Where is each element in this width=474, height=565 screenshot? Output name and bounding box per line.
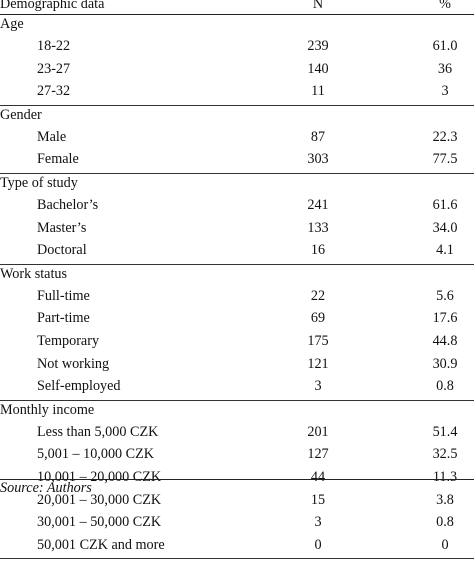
section-title: Work status bbox=[0, 265, 474, 287]
table-row: Doctoral 16 4.1 bbox=[0, 241, 474, 264]
row-label: Temporary bbox=[37, 332, 100, 349]
table-body: Age 18-22 239 61.0 23-27 140 36 27-32 11 3 Gender M… bbox=[0, 15, 474, 560]
section-title-label: Gender bbox=[0, 106, 42, 123]
row-label: Male bbox=[37, 128, 67, 145]
row-label: 23-27 bbox=[37, 60, 71, 77]
table-row: 27-32 11 3 bbox=[0, 82, 474, 105]
row-n: 87 bbox=[310, 128, 326, 145]
table-row: Not working 121 30.9 bbox=[0, 355, 474, 378]
table-section: Gender Male 87 22.3 Female 303 77.5 bbox=[0, 106, 474, 174]
row-percent: 4.1 bbox=[436, 242, 454, 259]
row-label: Master’s bbox=[37, 219, 87, 236]
source-note: Source: Authors bbox=[0, 479, 474, 496]
row-percent: 51.4 bbox=[432, 423, 458, 440]
row-percent: 34.0 bbox=[432, 219, 458, 236]
row-n: 44 bbox=[310, 468, 326, 485]
row-label: Female bbox=[37, 151, 79, 168]
row-percent: 32.5 bbox=[432, 446, 458, 463]
row-n: 175 bbox=[307, 332, 329, 349]
row-percent: 77.5 bbox=[432, 151, 458, 168]
table-row: 30,001 – 50,000 CZK 3 0.8 bbox=[0, 513, 474, 536]
row-label: Not working bbox=[37, 355, 110, 372]
row-percent: 22.3 bbox=[432, 128, 458, 145]
row-n: 121 bbox=[307, 355, 329, 372]
row-n: 127 bbox=[307, 446, 329, 463]
section-title: Monthly income bbox=[0, 401, 474, 423]
row-label: Doctoral bbox=[37, 242, 87, 259]
row-n: 140 bbox=[307, 60, 329, 77]
row-n: 0 bbox=[314, 536, 322, 553]
row-label: 30,001 – 50,000 CZK bbox=[37, 514, 162, 531]
table-row: 23-27 140 36 bbox=[0, 60, 474, 83]
row-n: 22 bbox=[310, 287, 326, 304]
section-title: Gender bbox=[0, 106, 474, 128]
table-row: Temporary 175 44.8 bbox=[0, 332, 474, 355]
row-n: 11 bbox=[311, 83, 325, 100]
table-row: Male 87 22.3 bbox=[0, 128, 474, 151]
row-percent: 61.6 bbox=[432, 196, 458, 213]
row-label: 50,001 CZK and more bbox=[37, 536, 165, 553]
table-row: Female 303 77.5 bbox=[0, 150, 474, 173]
table-row: 10,001 – 20,000 CZK 44 11.3 bbox=[0, 468, 474, 491]
table-section: Age 18-22 239 61.0 23-27 140 36 27-32 11 3 bbox=[0, 15, 474, 106]
row-n: 133 bbox=[307, 219, 329, 236]
row-percent: 61.0 bbox=[432, 38, 458, 54]
section-title: Type of study bbox=[0, 174, 474, 196]
row-percent: 0.8 bbox=[436, 514, 454, 531]
row-label: Bachelor’s bbox=[37, 196, 99, 213]
row-n: 3 bbox=[314, 514, 322, 531]
table-header: Demographic data N % bbox=[0, 0, 474, 15]
row-n: 201 bbox=[307, 423, 329, 440]
row-label: 18-22 bbox=[37, 38, 71, 54]
table-row: Master’s 133 34.0 bbox=[0, 219, 474, 242]
row-percent: 11.3 bbox=[432, 468, 458, 485]
row-percent: 3 bbox=[441, 83, 449, 100]
table-row: 18-22 239 61.0 bbox=[0, 37, 474, 60]
table-section: Type of study Bachelor’s 241 61.6 Master’s 13… bbox=[0, 174, 474, 265]
row-n: 69 bbox=[310, 310, 326, 327]
row-n: 239 bbox=[307, 38, 329, 54]
section-title-label: Type of study bbox=[0, 174, 78, 191]
table-row: Full-time 22 5.6 bbox=[0, 287, 474, 310]
table-row: 50,001 CZK and more 0 0 bbox=[0, 536, 474, 559]
row-percent: 5.6 bbox=[436, 287, 454, 304]
row-label: Part-time bbox=[37, 310, 90, 327]
row-label: Self-employed bbox=[37, 378, 121, 395]
row-n: 16 bbox=[310, 242, 326, 259]
section-title: Age bbox=[0, 15, 474, 37]
table-section: Work status Full-time 22 5.6 Part-time 69 17.6… bbox=[0, 265, 474, 401]
header-n: N bbox=[312, 0, 324, 12]
table-row: Part-time 69 17.6 bbox=[0, 309, 474, 332]
row-label: Full-time bbox=[37, 287, 90, 304]
section-title-label: Work status bbox=[0, 265, 68, 282]
row-label: Less than 5,000 CZK bbox=[37, 423, 159, 440]
row-percent: 17.6 bbox=[432, 310, 458, 327]
table-row: 5,001 – 10,000 CZK 127 32.5 bbox=[0, 445, 474, 468]
row-percent: 0.8 bbox=[436, 378, 454, 395]
row-percent: 36 bbox=[437, 60, 453, 77]
row-percent: 44.8 bbox=[432, 332, 458, 349]
section-title-label: Monthly income bbox=[0, 401, 95, 418]
table-row: Self-employed 3 0.8 bbox=[0, 377, 474, 400]
header-label: Demographic data bbox=[0, 0, 105, 12]
row-n: 3 bbox=[314, 378, 322, 395]
row-percent: 30.9 bbox=[432, 355, 458, 372]
table-row: Less than 5,000 CZK 201 51.4 bbox=[0, 423, 474, 446]
row-n: 241 bbox=[307, 196, 329, 213]
table-row: Bachelor’s 241 61.6 bbox=[0, 196, 474, 219]
header-percent: % bbox=[439, 0, 451, 12]
row-label: 27-32 bbox=[37, 83, 71, 100]
row-percent: 0 bbox=[441, 536, 449, 553]
row-n: 303 bbox=[307, 151, 329, 168]
section-title-label: Age bbox=[0, 16, 24, 32]
row-label: 5,001 – 10,000 CZK bbox=[37, 446, 155, 463]
row-label: 10,001 – 20,000 CZK bbox=[37, 468, 162, 485]
